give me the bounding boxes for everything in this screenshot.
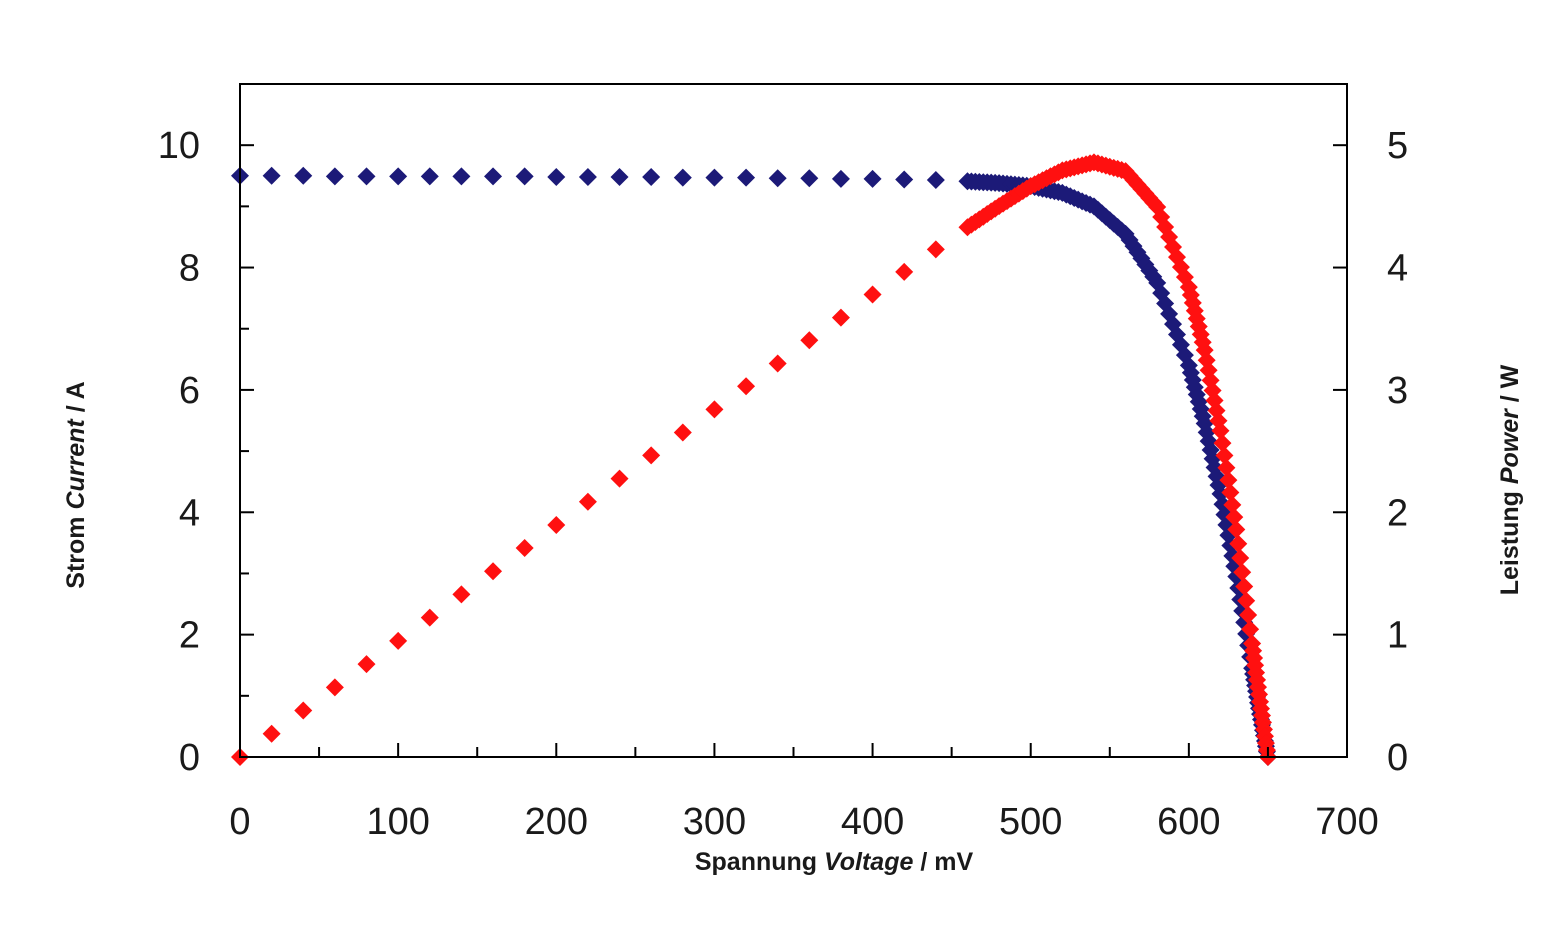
power-point (1223, 495, 1242, 514)
power-point (357, 655, 376, 674)
power-point (673, 423, 692, 442)
power-point (1217, 458, 1236, 477)
power-point (800, 331, 819, 350)
power-point (926, 240, 945, 259)
current-point (357, 167, 376, 186)
current-point (294, 166, 313, 185)
power-point (1219, 471, 1238, 490)
power-point (1225, 508, 1244, 527)
power-point (1213, 434, 1232, 453)
current-series (231, 166, 1277, 766)
y-left-tick-label: 10 (158, 125, 200, 167)
axis-ticks (239, 144, 1348, 758)
current-point (452, 167, 471, 186)
x-tick-label: 700 (1315, 801, 1378, 843)
y-left-tick-label: 2 (179, 615, 200, 657)
current-point (705, 168, 724, 187)
power-point (831, 308, 850, 327)
power-point (420, 608, 439, 627)
y-right-tick-label: 2 (1387, 492, 1408, 534)
y-right-tick-label: 4 (1387, 248, 1408, 290)
power-point (1239, 605, 1258, 624)
power-point (325, 678, 344, 697)
current-point (737, 168, 756, 187)
y-left-tick-label: 4 (179, 492, 200, 534)
power-point (1164, 238, 1183, 257)
x-axis-title: Spannung Voltage / mV (695, 848, 974, 876)
current-point (863, 169, 882, 188)
power-point (389, 631, 408, 650)
plot-area-frame (239, 83, 1348, 758)
current-point (800, 169, 819, 188)
current-point (262, 166, 281, 185)
x-tick-label: 600 (1157, 801, 1220, 843)
current-point (389, 167, 408, 186)
current-point (610, 167, 629, 186)
power-point (578, 492, 597, 511)
power-point (895, 262, 914, 281)
power-point (547, 515, 566, 534)
y-right-tick-label: 1 (1387, 615, 1408, 657)
y-right-tick-label: 5 (1387, 125, 1408, 167)
power-point (1227, 520, 1246, 539)
x-tick-label: 500 (999, 801, 1062, 843)
current-point (831, 169, 850, 188)
power-point (484, 562, 503, 581)
y-right-axis-title: Leistung Power / W (1496, 364, 1524, 595)
power-point (737, 377, 756, 396)
x-tick-label: 100 (366, 801, 429, 843)
y-right-tick-label: 3 (1387, 370, 1408, 412)
x-tick-label: 0 (229, 801, 250, 843)
y-left-tick-label: 0 (179, 737, 200, 779)
current-point (547, 167, 566, 186)
power-point (1229, 534, 1248, 553)
current-point (420, 167, 439, 186)
power-series (231, 153, 1277, 766)
current-point (768, 169, 787, 188)
power-point (262, 724, 281, 743)
power-point (1235, 577, 1254, 596)
power-point (863, 285, 882, 304)
x-tick-label: 400 (841, 801, 904, 843)
power-point (1231, 549, 1250, 568)
power-point (1211, 421, 1230, 440)
power-point (1233, 563, 1252, 582)
y-left-tick-label: 6 (179, 370, 200, 412)
y-left-tick-label: 8 (179, 248, 200, 290)
power-point (1241, 620, 1260, 639)
current-point (325, 167, 344, 186)
y-right-tick-label: 0 (1387, 737, 1408, 779)
power-point (294, 701, 313, 720)
current-point (642, 167, 661, 186)
power-point (515, 539, 534, 558)
x-tick-label: 200 (525, 801, 588, 843)
current-point (515, 167, 534, 186)
current-point (578, 167, 597, 186)
power-point (1215, 446, 1234, 465)
power-point (610, 469, 629, 488)
current-point (895, 170, 914, 189)
power-point (705, 400, 724, 419)
y-left-axis-title: Strom Current / A (62, 381, 90, 588)
power-point (1237, 591, 1256, 610)
power-point (1221, 483, 1240, 502)
x-tick-label: 300 (683, 801, 746, 843)
power-point (768, 354, 787, 373)
power-point (452, 585, 471, 604)
current-point (484, 167, 503, 186)
power-point (642, 446, 661, 465)
current-point (673, 168, 692, 187)
current-point (926, 171, 945, 190)
